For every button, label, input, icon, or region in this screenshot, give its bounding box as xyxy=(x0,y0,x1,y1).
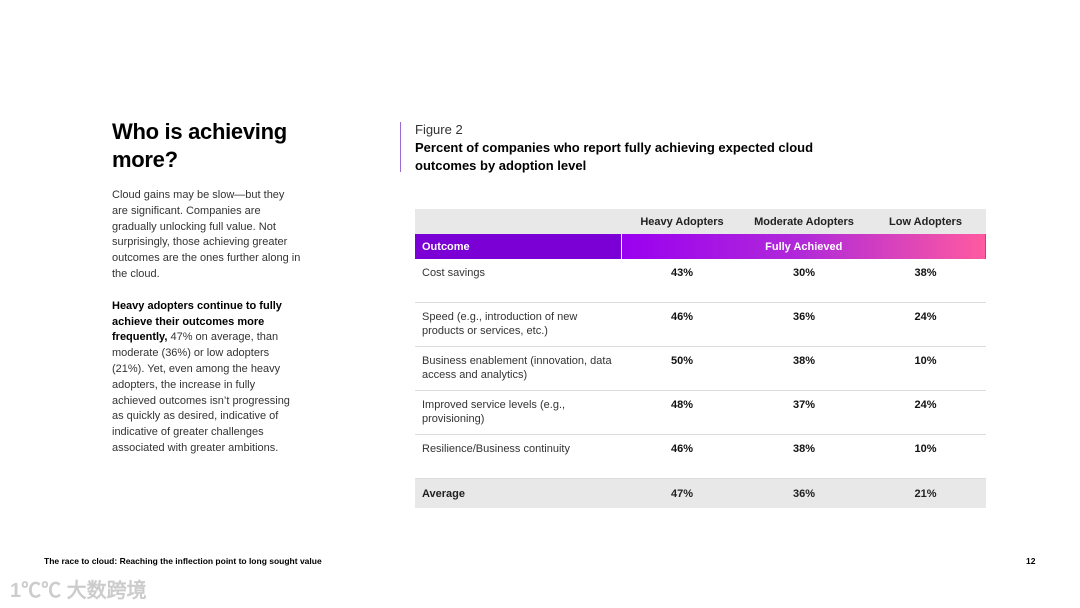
cell-value: 43% xyxy=(621,259,743,303)
body-text: Cloud gains may be slow—but they are sig… xyxy=(112,188,302,473)
row-label: Improved service levels (e.g., provision… xyxy=(415,390,621,435)
cell-value: 30% xyxy=(743,259,865,303)
cell-value: 10% xyxy=(865,434,986,479)
page-title: Who is achieving more? xyxy=(112,119,287,172)
cell-value: 46% xyxy=(621,302,743,347)
table-row: Business enablement (innovation, data ac… xyxy=(415,346,986,391)
cell-value: 24% xyxy=(865,302,986,347)
outcomes-table: Heavy Adopters Moderate Adopters Low Ado… xyxy=(415,209,986,508)
figure-caption: Percent of companies who report fully ac… xyxy=(415,140,814,173)
column-header: Heavy Adopters xyxy=(621,209,743,234)
cell-value: 38% xyxy=(865,259,986,303)
average-row: Average 47% 36% 21% xyxy=(415,478,986,508)
row-label: Business enablement (innovation, data ac… xyxy=(415,346,621,391)
paragraph-1: Cloud gains may be slow—but they are sig… xyxy=(112,189,301,280)
fully-achieved-header: Fully Achieved xyxy=(620,234,986,259)
cell-value: 10% xyxy=(865,346,986,391)
figure-label: Figure 2 xyxy=(415,122,463,137)
table-row: Resilience/Business continuity 46% 38% 10% xyxy=(415,434,986,479)
cell-value: 38% xyxy=(743,434,865,479)
figure-header: Figure 2 Percent of companies who report… xyxy=(400,122,855,173)
table-row: Speed (e.g., introduction of new product… xyxy=(415,302,986,347)
table-row: Improved service levels (e.g., provision… xyxy=(415,390,986,435)
cell-value: 46% xyxy=(621,434,743,479)
footer-title: The race to cloud: Reaching the inflecti… xyxy=(44,556,322,566)
cell-value: 48% xyxy=(621,390,743,435)
cell-value: 24% xyxy=(865,390,986,435)
outcome-header: Outcome xyxy=(415,234,621,259)
cell-value: 37% xyxy=(743,390,865,435)
table-row: Cost savings 43% 30% 38% xyxy=(415,259,986,303)
cell-value: 36% xyxy=(743,302,865,347)
row-label: Average xyxy=(415,478,621,508)
column-header: Moderate Adopters xyxy=(743,209,865,234)
cell-value: 21% xyxy=(865,478,986,508)
paragraph-2-bold: Heavy adopters continue to fully achieve… xyxy=(112,299,282,344)
cell-value: 47% xyxy=(621,478,743,508)
paragraph-2: Heavy adopters continue to fully achieve… xyxy=(112,299,302,457)
paragraph-2-rest: 47% on average, than moderate (36%) or l… xyxy=(112,331,290,454)
cell-value: 36% xyxy=(743,478,865,508)
cell-value: 38% xyxy=(743,346,865,391)
cell-value: 50% xyxy=(621,346,743,391)
row-label: Resilience/Business continuity xyxy=(415,434,621,479)
watermark-logo: 1℃℃ 大数跨境 xyxy=(10,580,147,602)
column-header: Low Adopters xyxy=(865,209,986,234)
band-row: Outcome Fully Achieved xyxy=(415,234,986,259)
page-number: 12 xyxy=(1026,556,1036,566)
column-header-row: Heavy Adopters Moderate Adopters Low Ado… xyxy=(415,209,986,234)
row-label: Cost savings xyxy=(415,259,621,303)
row-label: Speed (e.g., introduction of new product… xyxy=(415,302,621,347)
